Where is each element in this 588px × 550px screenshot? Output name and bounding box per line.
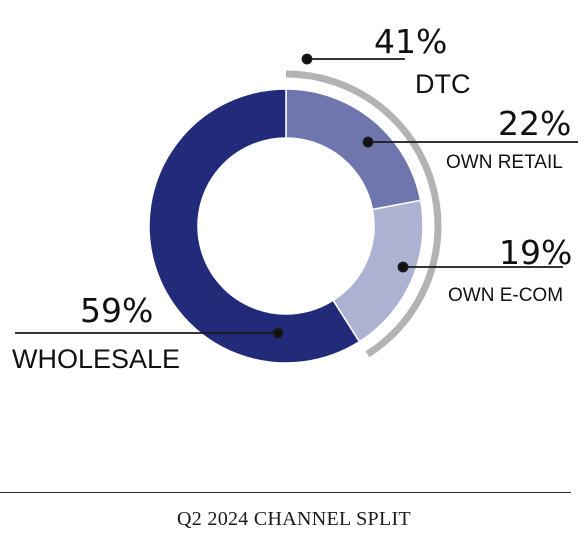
own-ecom-label: OWN E-COM: [448, 285, 563, 306]
slice-own-retail: [285, 88, 422, 211]
dtc-value-label: 41%: [374, 22, 447, 61]
own-retail-label: OWN RETAIL: [446, 152, 563, 173]
own-retail-value-label: 22%: [498, 104, 571, 143]
slice-wholesale: [148, 88, 361, 364]
caption-divider: [0, 492, 571, 493]
dtc-group-arc: [285, 70, 442, 358]
own-ecom-value-label: 19%: [499, 233, 572, 272]
wholesale-value-label: 59%: [80, 291, 153, 330]
chart-title: Q2 2024 CHANNEL SPLIT: [177, 508, 411, 530]
donut-slices: [148, 88, 424, 364]
own-retail-leader-dot: [362, 136, 374, 148]
own-ecom-leader-dot: [397, 261, 409, 273]
wholesale-leader-dot: [272, 327, 284, 339]
dtc-leader-dot: [301, 53, 313, 65]
wholesale-label: WHOLESALE: [12, 344, 180, 374]
dtc-label: DTC: [415, 69, 471, 99]
donut-chart: 41% DTC 22% OWN RETAIL 19% OWN E-COM 59%…: [12, 22, 578, 374]
